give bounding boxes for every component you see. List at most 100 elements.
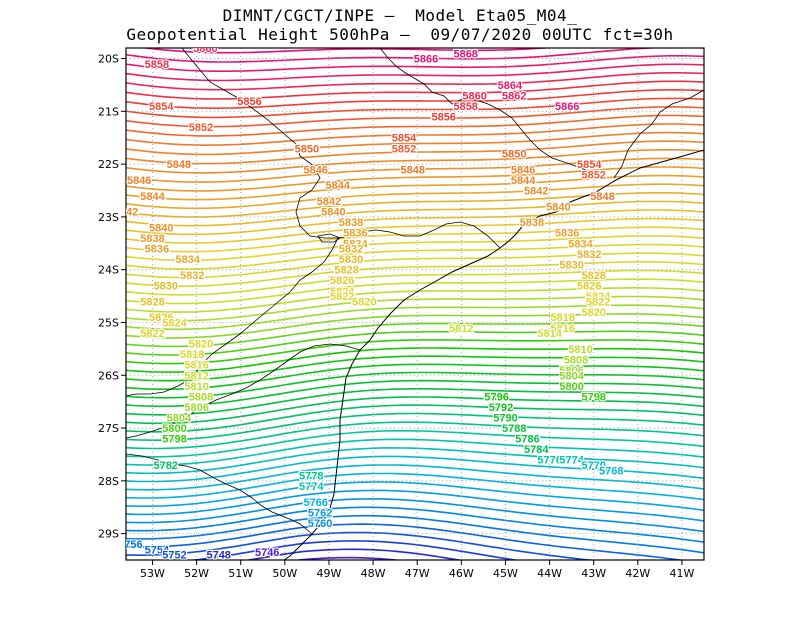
contour-label: 5834 xyxy=(568,238,593,250)
contour-label: 5838 xyxy=(339,217,363,229)
contour-label: 5812 xyxy=(184,370,208,382)
contour-label: 5836 xyxy=(555,228,579,240)
lon-tick-label: 46W xyxy=(449,567,474,580)
contour-label: 5828 xyxy=(581,270,605,282)
contour-label: 5824 xyxy=(162,318,187,330)
contour-label: 5826 xyxy=(577,281,601,293)
contour-line xyxy=(126,174,704,201)
contour-label: 5776 xyxy=(537,455,561,467)
contour-label: 5818 xyxy=(180,349,204,361)
contour-label: 5822 xyxy=(586,296,610,308)
lat-tick-label: 24S xyxy=(98,264,119,277)
lon-tick-label: 47W xyxy=(405,567,430,580)
contour-line xyxy=(126,183,704,210)
contour-label: 5828 xyxy=(334,265,358,277)
contour-line xyxy=(126,330,704,356)
contour-label: 5792 xyxy=(489,402,513,414)
contour-line xyxy=(126,123,704,147)
contour-line xyxy=(126,523,687,560)
contour-line xyxy=(126,149,704,174)
contour-label: 5786 xyxy=(515,434,539,446)
contour-label: 5860 xyxy=(193,43,217,55)
contour-line xyxy=(126,287,704,313)
contour-label: 5866 xyxy=(414,54,438,66)
contour-line xyxy=(126,379,704,408)
contour-line xyxy=(126,531,597,560)
contour-label: 5804 xyxy=(167,413,192,425)
lat-tick-label: 29S xyxy=(98,528,119,541)
contour-label: 5842 xyxy=(114,207,138,219)
contour-label: 5816 xyxy=(551,323,575,335)
contour-line xyxy=(116,30,710,43)
state-border xyxy=(126,343,361,439)
contour-label: 5816 xyxy=(184,360,208,372)
contour-label: 5814 xyxy=(537,328,562,340)
lon-tick-label: 48W xyxy=(361,567,386,580)
contour-line xyxy=(126,388,704,416)
title-line-1: DIMNT/CGCT/INPE — Model Eta05_M04_ xyxy=(222,6,578,25)
state-border xyxy=(181,48,501,249)
lat-tick-label: 23S xyxy=(98,211,119,224)
lat-tick-label: 25S xyxy=(98,316,119,329)
island-outline xyxy=(317,233,341,243)
contour-label: 5800 xyxy=(162,423,186,435)
contour-label: 5820 xyxy=(352,296,376,308)
contour-line xyxy=(126,106,704,128)
axis-ticks: 53W 52W 51W 50W 49W 48W 47W 46W 45W 44W 43W 42W 41W 2… xyxy=(98,53,694,580)
contour-label: 5860 xyxy=(462,91,486,103)
contour-label: 5826 xyxy=(149,312,173,324)
contour-label: 5848 xyxy=(167,159,191,171)
lon-tick-label: 43W xyxy=(581,567,606,580)
contour-label: 5826 xyxy=(330,275,354,287)
contour-label: 5848 xyxy=(590,191,614,203)
contour-line xyxy=(126,506,704,543)
contour-line xyxy=(126,347,704,373)
contour-line xyxy=(126,235,704,262)
contour-label: 5846 xyxy=(127,175,151,187)
lon-tick-label: 42W xyxy=(625,567,650,580)
lon-tick-label: 41W xyxy=(670,567,695,580)
contour-line xyxy=(126,295,704,322)
contour-label: 5830 xyxy=(339,254,363,266)
lon-tick-label: 49W xyxy=(317,567,342,580)
contour-label: 5844 xyxy=(140,191,165,203)
contour-line xyxy=(126,472,704,501)
contour-label: 5852 xyxy=(581,170,605,182)
contour-label: 5854 xyxy=(392,133,417,145)
contour-label: 5838 xyxy=(520,217,544,229)
contour-line xyxy=(244,548,464,560)
contour-label: 5752 xyxy=(162,550,186,562)
contour-line xyxy=(126,498,704,533)
contour-line xyxy=(293,556,404,560)
contour-line xyxy=(126,252,704,279)
contour-line xyxy=(126,63,704,82)
contour-line xyxy=(116,574,710,618)
contour-label: 5844 xyxy=(511,175,536,187)
contour-line xyxy=(126,313,704,339)
contour-label: 5824 xyxy=(330,286,355,298)
contour-line xyxy=(126,97,704,119)
contour-label: 5782 xyxy=(153,460,177,472)
contour-line xyxy=(126,269,704,296)
contour-label: 5748 xyxy=(206,550,230,562)
contour-label: 5828 xyxy=(140,296,164,308)
contour-label: 5822 xyxy=(330,291,354,303)
lat-tick-label: 20S xyxy=(98,53,119,66)
contour-label: 5804 xyxy=(559,370,584,382)
contour-line xyxy=(126,489,704,522)
lat-lon-grid xyxy=(126,48,704,560)
contour-line xyxy=(126,412,704,441)
country-border xyxy=(126,453,313,535)
contour-label: 5768 xyxy=(599,465,623,477)
contour-label: 5784 xyxy=(524,444,549,456)
contour-label: 5850 xyxy=(502,149,526,161)
contour-label: 5836 xyxy=(343,228,367,240)
contour-line xyxy=(126,157,704,183)
contour-line xyxy=(126,243,704,270)
contour-label: 5854 xyxy=(149,101,174,113)
contour-label: 5774 xyxy=(559,455,584,467)
lat-tick-label: 26S xyxy=(98,369,119,382)
contour-label: 5862 xyxy=(502,91,526,103)
contour-label: 5864 xyxy=(498,80,523,92)
lat-tick-label: 22S xyxy=(98,158,119,171)
